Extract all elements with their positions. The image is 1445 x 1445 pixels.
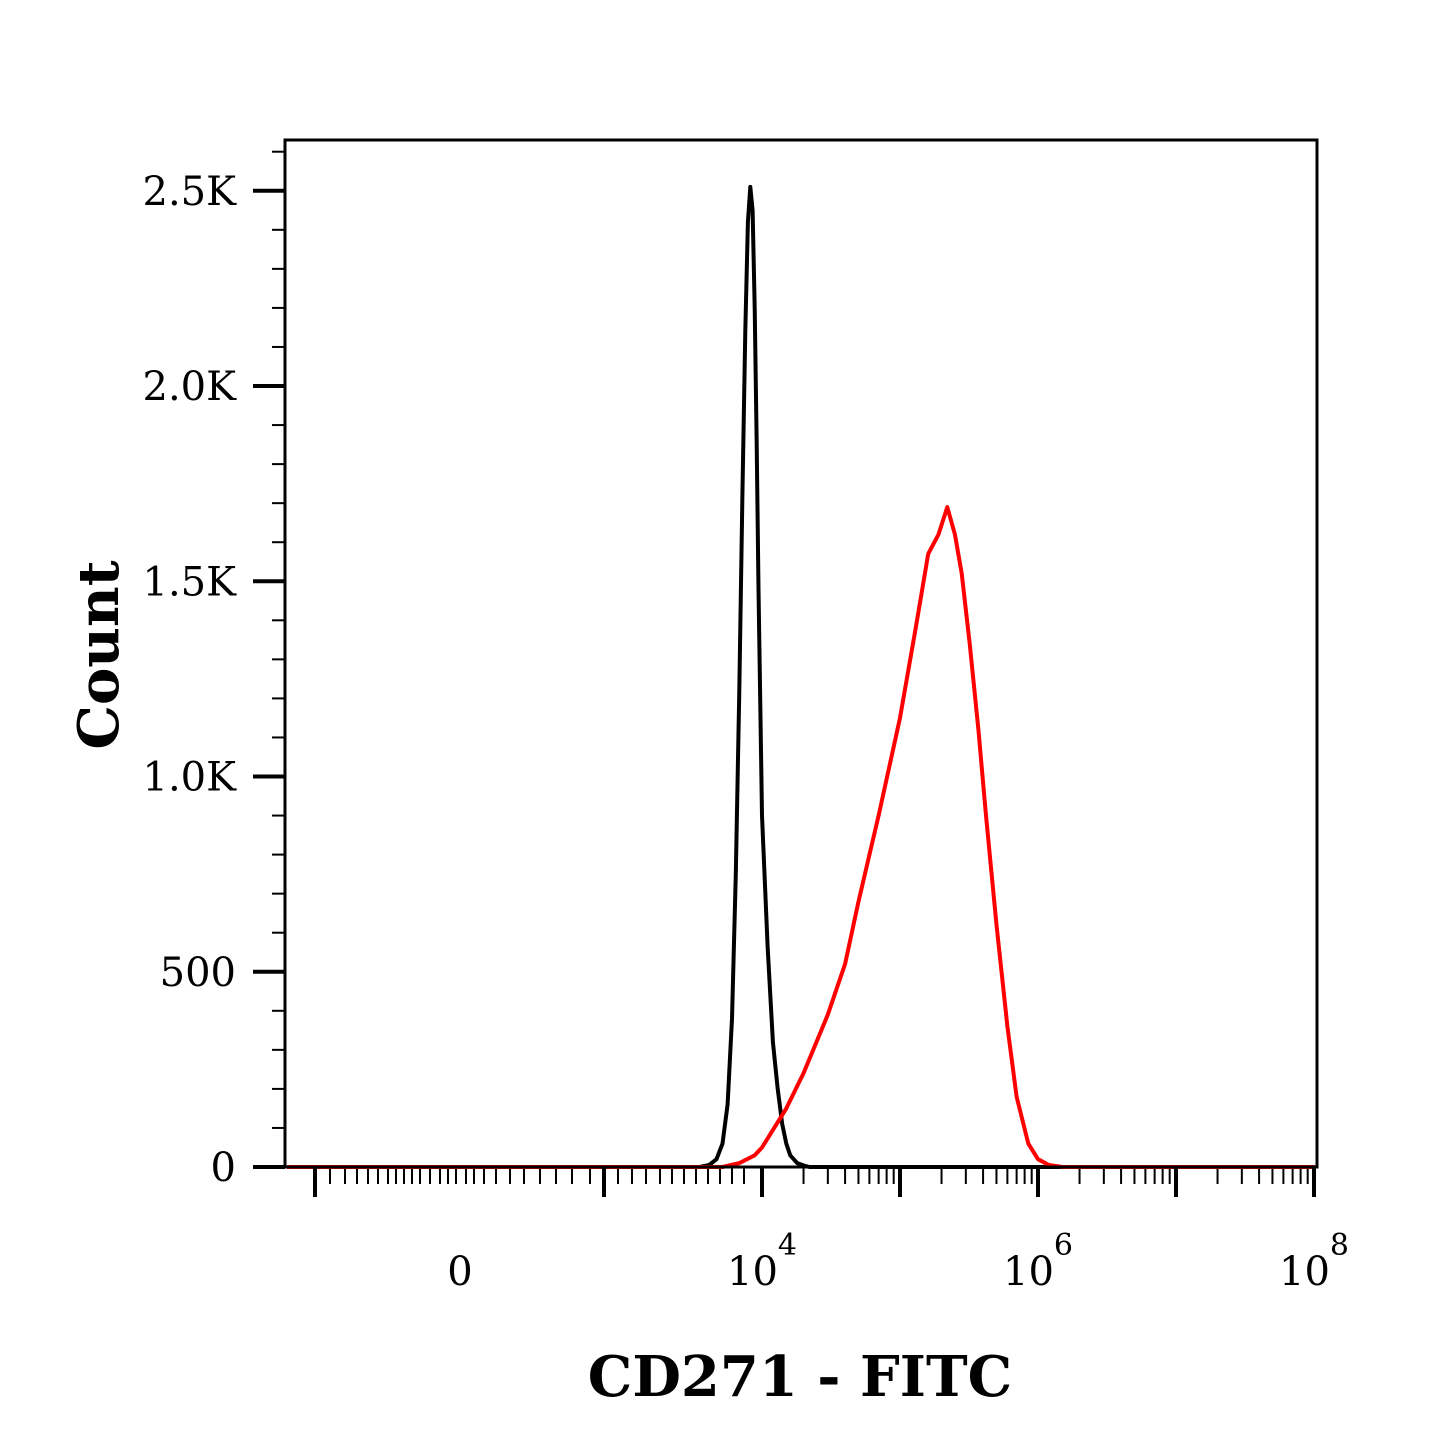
plot-frame [283, 138, 1319, 1169]
x-tick-label: 106 [1003, 1228, 1073, 1295]
x-tick-label: 0 [447, 1249, 472, 1295]
series-line-2 [287, 505, 1315, 1169]
x-axis: 0 104 106 108 [313, 1167, 1349, 1295]
series-layer [287, 184, 1315, 1169]
y-tick-label: 0 [211, 1145, 236, 1191]
minor-ticks [329, 1167, 1309, 1184]
series-line-1 [287, 184, 1315, 1169]
y-axis-title: Count [66, 560, 132, 749]
y-tick-label: 1.0K [143, 755, 238, 801]
y-tick-label: 1.5K [143, 559, 238, 605]
y-axis: 0 500 1.0K 1.5K 2.0K 2.5K [143, 150, 285, 1191]
x-tick-label: 104 [727, 1228, 797, 1295]
x-tick-label: 108 [1279, 1228, 1349, 1295]
y-tick-label: 500 [160, 950, 236, 996]
y-tick-label: 2.0K [143, 364, 238, 410]
x-axis-title: CD271 - FITC [588, 1344, 1012, 1410]
y-tick-label: 2.5K [143, 169, 238, 215]
